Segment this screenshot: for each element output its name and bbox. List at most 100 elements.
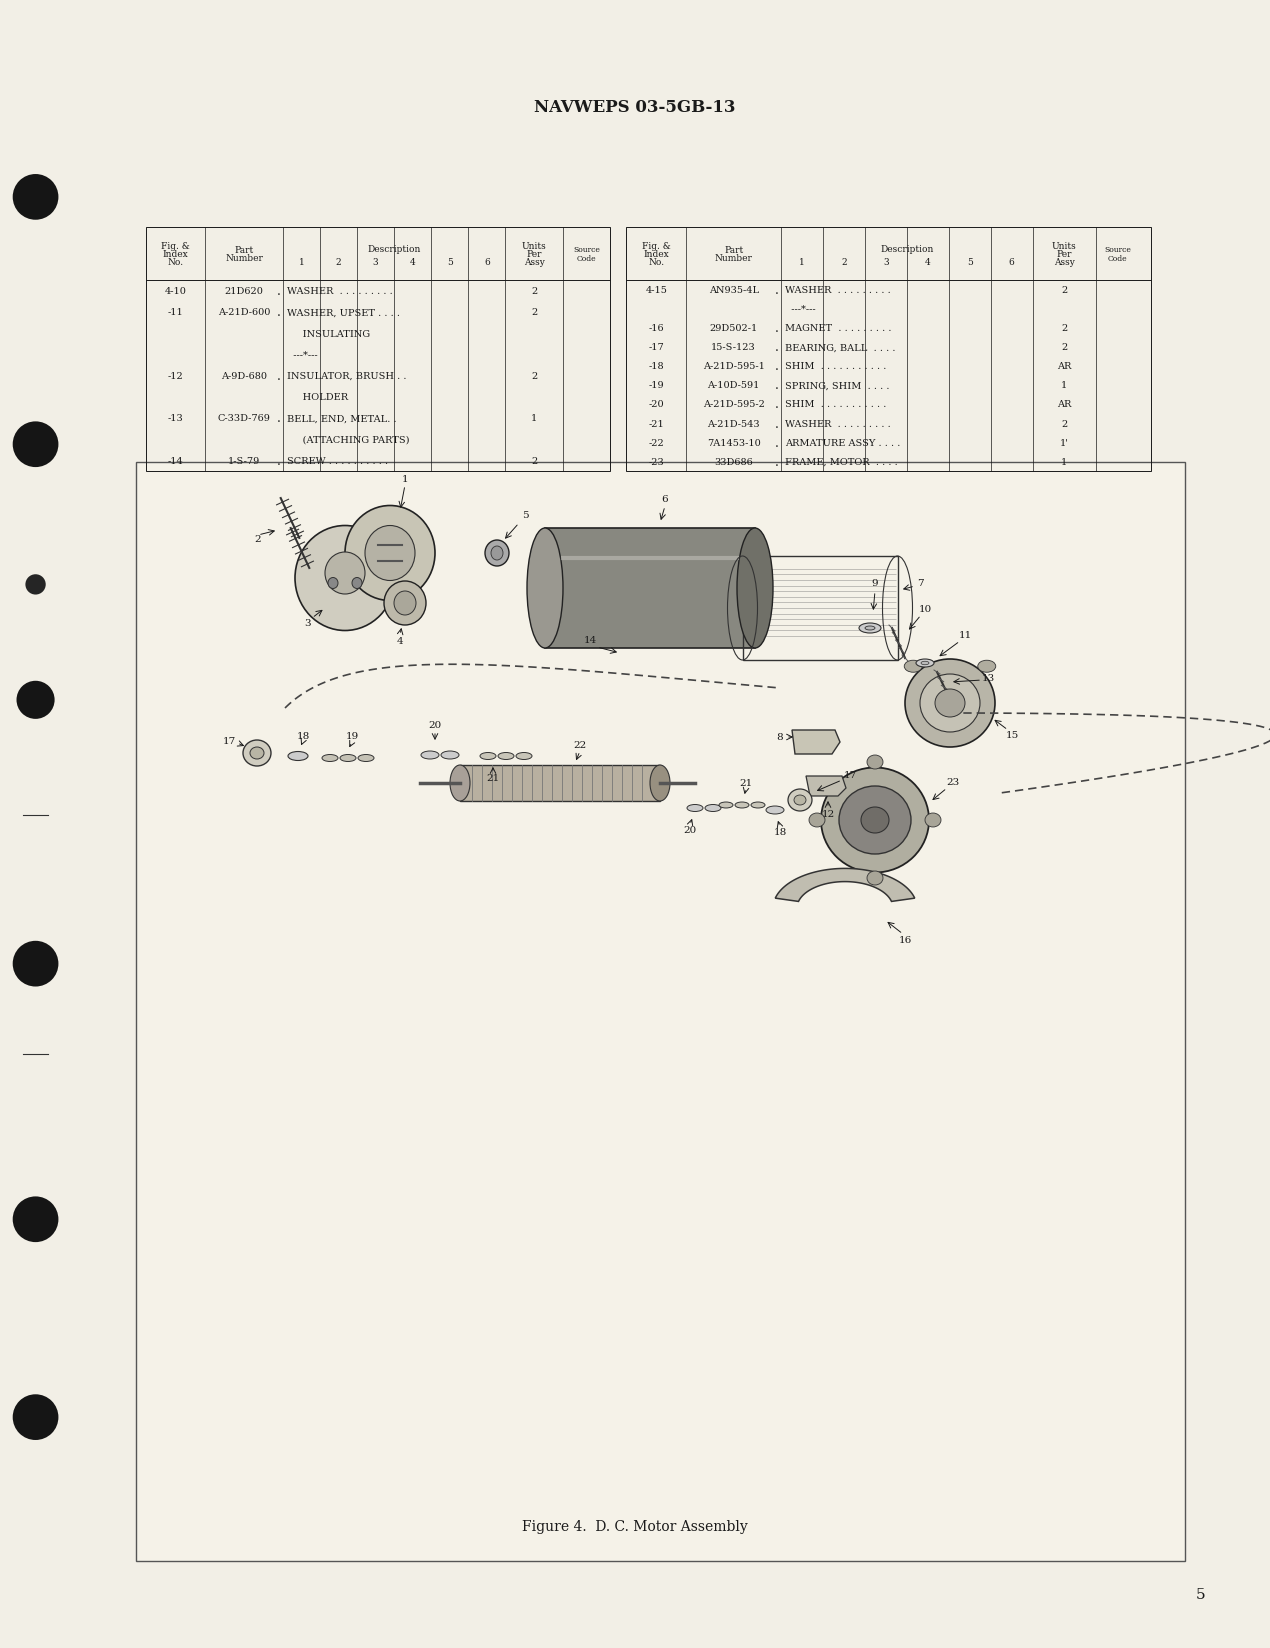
Bar: [146, 227, 610, 471]
Text: WASHER, UPSET . . . .: WASHER, UPSET . . . .: [287, 308, 400, 318]
Ellipse shape: [394, 592, 417, 616]
Ellipse shape: [340, 755, 356, 761]
Ellipse shape: [358, 755, 373, 761]
Text: ARMATURE ASSY . . . .: ARMATURE ASSY . . . .: [785, 438, 900, 447]
Ellipse shape: [450, 766, 470, 801]
Ellipse shape: [925, 814, 941, 827]
Circle shape: [17, 681, 55, 720]
Text: 1: 1: [401, 475, 409, 483]
Text: .: .: [775, 361, 779, 372]
Ellipse shape: [919, 674, 980, 733]
Text: Code: Code: [577, 254, 596, 262]
Text: Description: Description: [880, 244, 933, 254]
Ellipse shape: [766, 806, 784, 814]
Text: Source: Source: [573, 246, 599, 254]
Text: 2: 2: [335, 257, 342, 267]
Text: .: .: [277, 455, 281, 468]
Text: 3: 3: [372, 257, 378, 267]
Ellipse shape: [867, 755, 883, 770]
Text: Code: Code: [1107, 254, 1128, 262]
Ellipse shape: [498, 753, 514, 760]
Text: SHIM  . . . . . . . . . . .: SHIM . . . . . . . . . . .: [785, 400, 886, 409]
Text: 1: 1: [799, 257, 805, 267]
Text: 15: 15: [1006, 732, 1019, 740]
Ellipse shape: [480, 753, 497, 760]
Text: 6: 6: [484, 257, 490, 267]
Text: 2: 2: [841, 257, 847, 267]
Text: 18: 18: [773, 827, 786, 837]
Text: ---*---: ---*---: [287, 351, 318, 359]
Text: 4-15: 4-15: [645, 287, 667, 295]
Text: Number: Number: [225, 254, 263, 264]
Circle shape: [13, 422, 58, 468]
Ellipse shape: [861, 808, 889, 834]
Text: WASHER  . . . . . . . . .: WASHER . . . . . . . . .: [785, 287, 890, 295]
Text: 5: 5: [447, 257, 452, 267]
Text: SPRING, SHIM  . . . .: SPRING, SHIM . . . .: [785, 381, 889, 391]
Text: No.: No.: [168, 257, 184, 267]
Text: .: .: [277, 412, 281, 425]
Text: AR: AR: [1057, 400, 1072, 409]
Text: -11: -11: [168, 308, 184, 318]
Text: 1': 1': [1059, 438, 1068, 447]
Text: .: .: [775, 283, 779, 297]
Text: -16: -16: [649, 325, 664, 333]
Text: .: .: [775, 455, 779, 468]
Text: 3: 3: [883, 257, 889, 267]
Text: Assy: Assy: [1054, 257, 1074, 267]
Text: 11: 11: [959, 631, 972, 639]
Text: AR: AR: [1057, 363, 1072, 371]
Ellipse shape: [250, 748, 264, 760]
Text: BELL, END, METAL. .: BELL, END, METAL. .: [287, 414, 396, 424]
Text: WASHER  . . . . . . . . .: WASHER . . . . . . . . .: [287, 287, 392, 297]
Text: .: .: [775, 437, 779, 450]
Ellipse shape: [935, 689, 965, 717]
Text: 2: 2: [1060, 325, 1067, 333]
Ellipse shape: [904, 661, 922, 672]
Text: HOLDER: HOLDER: [287, 392, 348, 402]
Text: Number: Number: [715, 254, 753, 264]
Ellipse shape: [921, 662, 928, 666]
Text: MAGNET  . . . . . . . . .: MAGNET . . . . . . . . .: [785, 325, 892, 333]
Text: Figure 4.  D. C. Motor Assembly: Figure 4. D. C. Motor Assembly: [522, 1519, 748, 1533]
Text: Fig. &: Fig. &: [641, 242, 671, 250]
Text: C-33D-769: C-33D-769: [217, 414, 271, 424]
Text: 12: 12: [822, 811, 834, 819]
Text: 6: 6: [662, 494, 668, 503]
Text: 17: 17: [843, 771, 857, 780]
Text: 3: 3: [305, 620, 311, 628]
Text: 5: 5: [1195, 1587, 1205, 1600]
Text: 4: 4: [925, 257, 931, 267]
Ellipse shape: [859, 623, 881, 633]
Text: 21: 21: [739, 780, 753, 788]
Text: 1: 1: [531, 414, 537, 424]
Text: Fig. &: Fig. &: [161, 242, 190, 250]
Text: 15-S-123: 15-S-123: [711, 343, 756, 353]
Text: 2: 2: [1060, 419, 1067, 428]
Bar: [626, 227, 1151, 471]
Text: -21: -21: [649, 419, 664, 428]
Text: SHIM  . . . . . . . . . . .: SHIM . . . . . . . . . . .: [785, 363, 886, 371]
Ellipse shape: [839, 786, 911, 854]
Text: -23: -23: [649, 456, 664, 466]
Ellipse shape: [295, 526, 395, 631]
Text: 21D620: 21D620: [225, 287, 264, 297]
Text: 2: 2: [531, 308, 537, 318]
Text: .: .: [277, 307, 281, 320]
Ellipse shape: [441, 751, 458, 760]
Ellipse shape: [820, 768, 928, 873]
Text: 14: 14: [583, 636, 597, 644]
Bar: [545, 529, 754, 649]
Text: INSULATOR, BRUSH . .: INSULATOR, BRUSH . .: [287, 372, 406, 381]
Text: -22: -22: [649, 438, 664, 447]
Ellipse shape: [352, 578, 362, 588]
Ellipse shape: [787, 789, 812, 811]
Text: Units: Units: [1052, 242, 1077, 250]
Text: 13: 13: [982, 674, 994, 682]
Text: .: .: [277, 285, 281, 298]
Text: 18: 18: [296, 732, 310, 742]
Ellipse shape: [737, 529, 773, 649]
Circle shape: [13, 1196, 58, 1243]
Text: Assy: Assy: [523, 257, 545, 267]
Text: (ATTACHING PARTS): (ATTACHING PARTS): [287, 435, 409, 443]
